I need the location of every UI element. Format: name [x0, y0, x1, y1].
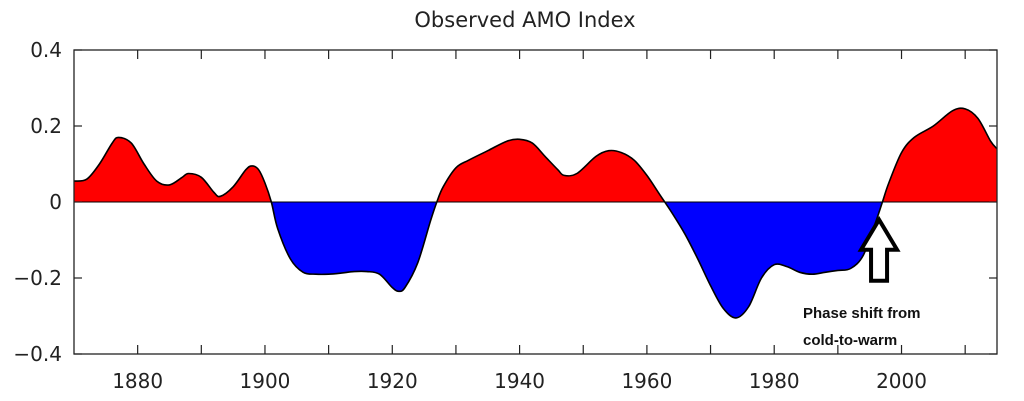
negative-area — [74, 202, 997, 318]
x-tick-label: 1900 — [240, 369, 291, 393]
annotation-line-2: cold-to-warm — [803, 332, 897, 349]
y-tick-label: 0.4 — [30, 38, 62, 62]
annotation-line-1: Phase shift from — [803, 305, 921, 322]
x-tick-label: 1980 — [749, 369, 800, 393]
up-arrow-icon — [857, 215, 901, 283]
x-tick-label: 1880 — [112, 369, 163, 393]
x-tick-label: 2000 — [876, 369, 927, 393]
x-tick-label: 1960 — [621, 369, 672, 393]
chart-title: Observed AMO Index — [414, 8, 635, 32]
y-tick-label: −0.4 — [13, 342, 62, 366]
positive-area — [74, 108, 997, 202]
y-tick-label: 0.2 — [30, 114, 62, 138]
y-tick-label: −0.2 — [13, 266, 62, 290]
x-tick-label: 1940 — [494, 369, 545, 393]
y-tick-label: 0 — [49, 190, 62, 214]
amo-line — [73, 107, 998, 319]
x-tick-label: 1920 — [367, 369, 418, 393]
